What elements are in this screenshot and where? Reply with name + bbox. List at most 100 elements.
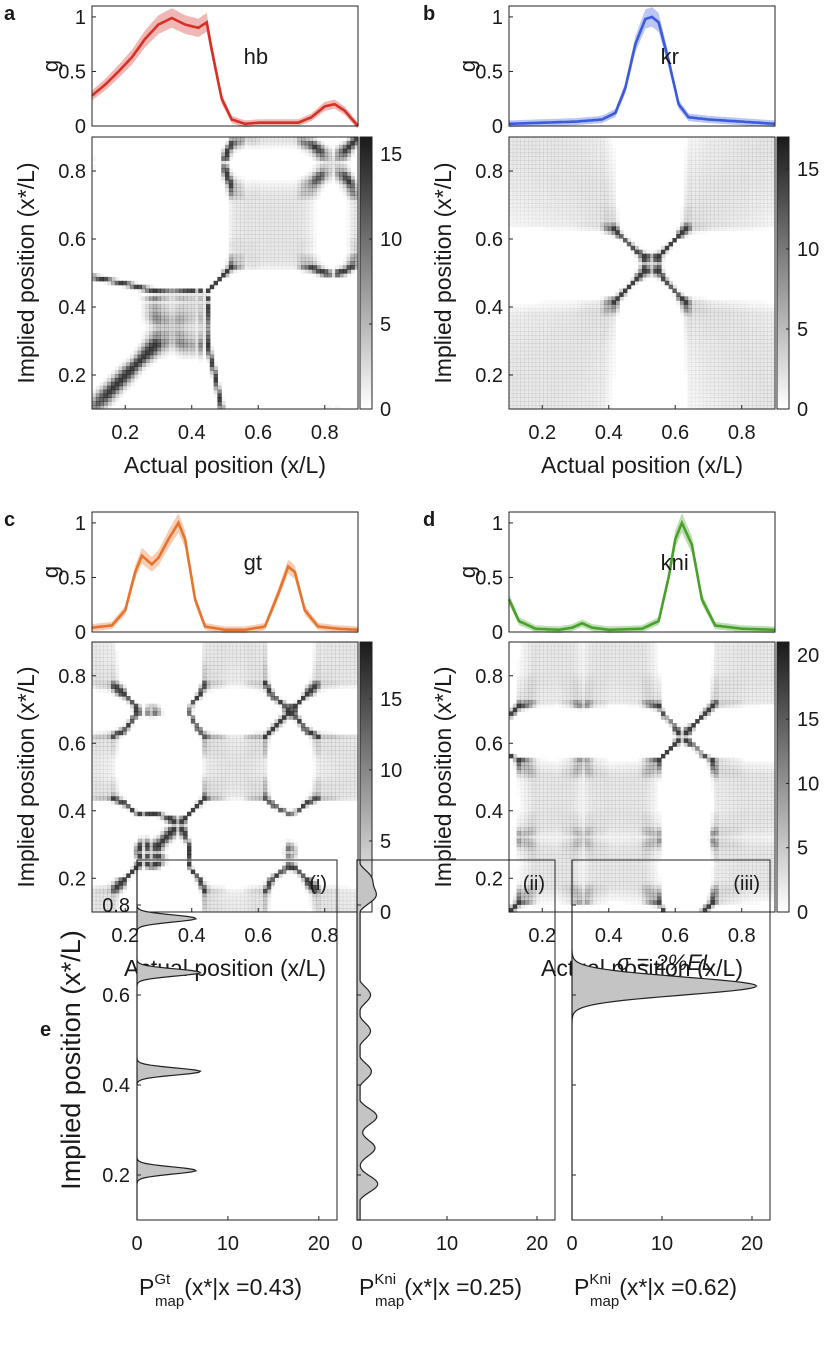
heatmap-cell [592,191,597,196]
heatmap-cell [699,381,704,387]
heatmap-cell [152,842,158,848]
heatmap-cell [573,160,578,165]
heatmap-cell [342,183,348,189]
heatmap-cell [289,199,294,204]
heatmap-cell [718,405,723,410]
heatmap-cell [767,175,772,181]
heatmap-cell [160,346,165,352]
heatmap-cell [729,362,734,367]
heatmap-cell [244,199,249,204]
heatmap-cell [710,168,715,173]
heatmap-cell [733,144,738,150]
heatmap-cell [202,339,207,344]
heatmap-cell [209,350,215,356]
heatmap-cell [156,707,161,713]
heatmap-cell [145,327,150,332]
heatmap-cell [764,300,768,305]
heatmap-cell [600,374,605,379]
heatmap-cell [99,753,104,759]
heatmap-cell [209,780,215,786]
heatmap-cell [270,230,275,235]
heatmap-cell [176,835,180,840]
heatmap-cell [558,342,563,348]
heatmap-cell [588,339,594,344]
heatmap-cell [744,377,749,383]
heatmap-cell [604,172,609,177]
heatmap-cell [202,335,207,340]
heatmap-cell [301,238,306,243]
heatmap-cell [691,327,696,332]
heatmap-cell [301,222,306,227]
heatmap-cell [695,152,700,157]
heatmap-cell [99,896,104,902]
heatmap-cell [543,319,548,325]
heatmap-cell [251,195,256,200]
heatmap-cell [95,734,101,740]
heatmap-cell [171,823,177,828]
heatmap-cell [619,230,624,235]
heatmap-cell [213,370,218,375]
heatmap-cell [323,265,329,270]
heatmap-cell [118,692,123,697]
heatmap-cell [346,265,351,270]
heatmap-cell [171,296,177,301]
heatmap-cell [316,179,321,185]
heatmap-cell [691,172,696,177]
heatmap-cell [263,137,268,142]
heatmap-cell [122,389,127,395]
heatmap-cell [737,300,742,305]
heatmap-cell [316,269,321,274]
heatmap-cell [531,374,537,379]
heatmap-cell [630,280,635,286]
heatmap-cell [748,327,753,332]
heatmap-cell [767,401,772,406]
heatmap-cell [756,346,761,352]
heatmap-cell [550,362,556,367]
heatmap-cell [554,401,559,406]
heatmap-cell [126,366,131,371]
heatmap-cell [331,269,336,274]
heatmap-cell [581,168,586,173]
heatmap-cell [202,672,207,678]
heatmap-cell [702,137,708,142]
heatmap-cell [198,877,203,882]
heatmap-cell [156,811,161,817]
heatmap-cell [558,179,563,185]
heatmap-cell [114,389,120,395]
heatmap-cell [607,339,613,344]
heatmap-xtick-label: 0.8 [728,422,756,444]
heatmap-cell [160,842,165,848]
heatmap-cell [130,354,135,360]
heatmap-cell [569,366,575,371]
heatmap-cell [592,304,597,309]
heatmap-cell [577,187,582,192]
heatmap-cell [683,168,689,173]
heatmap-cell [206,676,211,682]
heatmap-cell [130,280,135,286]
heatmap-cell [691,350,696,356]
heatmap-cell [687,175,692,181]
heatmap-cell [175,350,180,356]
heatmap-cell [141,350,146,356]
heatmap-cell [748,195,753,200]
heatmap-cell [729,191,734,196]
heatmap-cell [152,854,158,859]
heatmap-cell [573,191,578,196]
heatmap-cell [509,374,514,379]
heatmap-cell [740,214,746,220]
heatmap-cell [608,374,612,379]
heatmap-cell [687,335,692,340]
heatmap-cell [718,393,723,398]
heatmap-cell [149,865,154,871]
heatmap-cell [259,265,264,270]
heatmap-cell [550,311,556,317]
heatmap-cell [327,156,332,161]
heatmap-cell [550,358,556,363]
heatmap-cell [573,354,578,360]
heatmap-cell [588,405,594,410]
heatmap-cell [331,160,336,165]
heatmap-cell [213,904,218,909]
heatmap-cell [763,377,768,383]
heatmap-cell [585,362,590,367]
heatmap-cell [531,218,537,224]
